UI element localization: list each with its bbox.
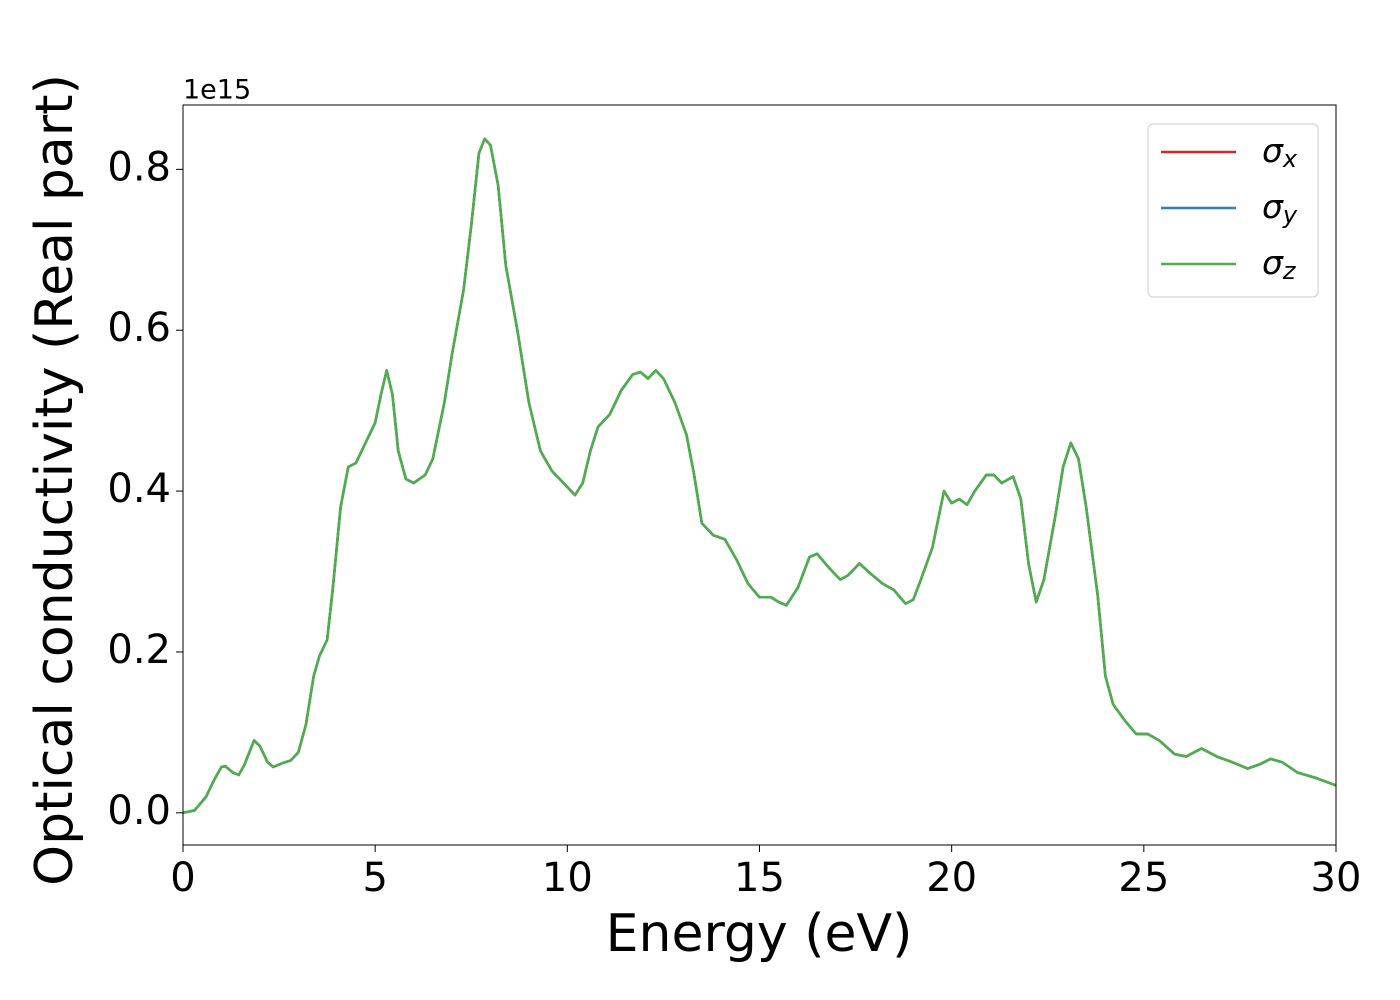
legend-label: σz — [1262, 243, 1297, 286]
legend-label: σy — [1262, 187, 1298, 230]
series-line — [183, 137, 1336, 815]
x-tick-label: 15 — [734, 855, 785, 901]
x-tick-label: 20 — [926, 855, 977, 901]
y-tick-label: 0.0 — [107, 788, 171, 834]
plot-frame — [182, 104, 1337, 846]
plot-lines — [183, 137, 1336, 815]
y-tick-label: 0.2 — [107, 627, 171, 673]
y-tick-label: 0.6 — [107, 305, 171, 351]
legend-label: σx — [1262, 131, 1298, 174]
x-tick-label: 5 — [362, 855, 387, 901]
y-offset-label: 1e15 — [183, 75, 251, 106]
y-tick-label: 0.4 — [107, 466, 171, 512]
x-axis-label: Energy (eV) — [606, 904, 913, 964]
x-tick-label: 25 — [1118, 855, 1169, 901]
legend-box — [1147, 123, 1319, 298]
x-tick-label: 30 — [1311, 855, 1362, 901]
x-tick-label: 0 — [170, 855, 195, 901]
y-axis-label: Optical conductivity (Real part) — [25, 74, 85, 886]
x-tick-label: 10 — [542, 855, 593, 901]
y-tick-label: 0.8 — [107, 144, 171, 190]
